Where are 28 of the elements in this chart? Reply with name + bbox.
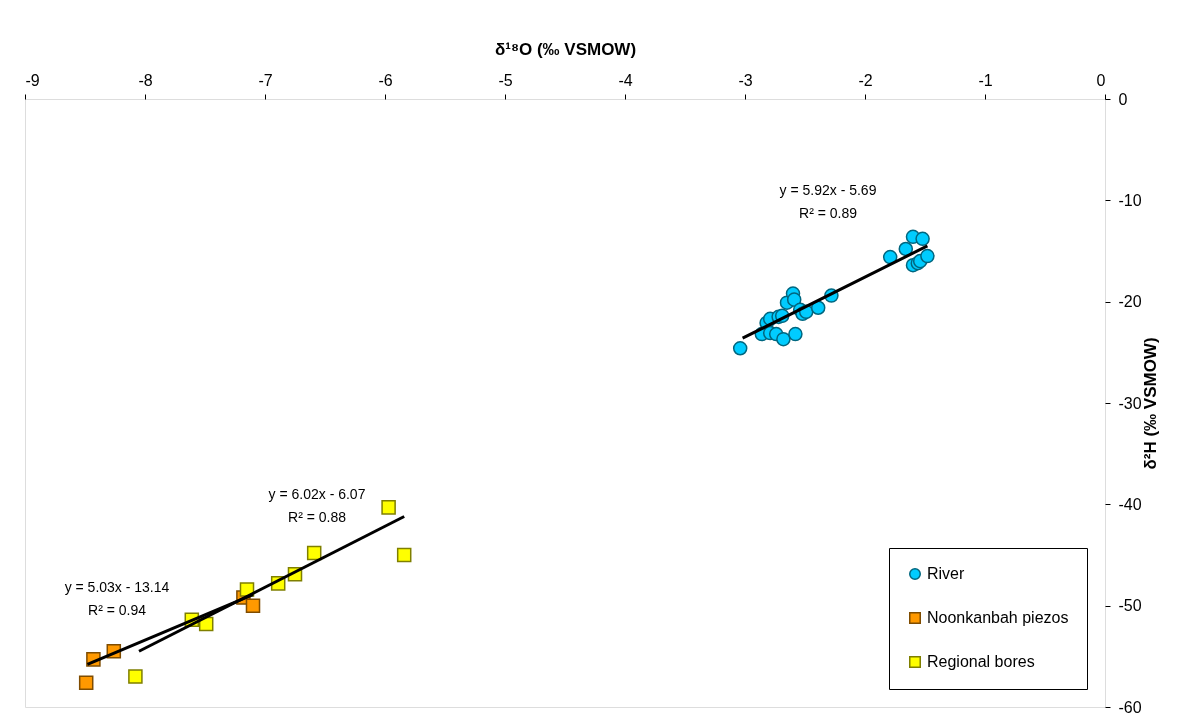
y-tick-label: 0 <box>1118 90 1128 108</box>
annotation: R² = 0.88 <box>288 509 347 525</box>
annotation: R² = 0.89 <box>799 205 858 221</box>
y-tick-label: -50 <box>1118 597 1142 615</box>
y-tick-label: -30 <box>1118 394 1142 412</box>
x-tick-label: -6 <box>378 71 393 89</box>
y-axis-title: δ²H (‰ VSMOW) <box>1140 337 1160 470</box>
y-tick-label: -60 <box>1118 698 1142 716</box>
x-tick-label: -5 <box>498 71 513 89</box>
annotation: y = 5.92x - 5.69 <box>779 182 877 198</box>
x-tick-label: -9 <box>25 71 40 89</box>
annotation: R² = 0.94 <box>88 602 147 618</box>
legend-label: Noonkanbah piezos <box>927 609 1069 626</box>
x-tick-label: -1 <box>978 71 993 89</box>
y-tick-label: -10 <box>1118 191 1142 209</box>
y-tick-label: -20 <box>1118 293 1142 311</box>
x-axis-title: δ¹⁸O (‰ VSMOW) <box>494 39 637 59</box>
x-tick-label: -8 <box>138 71 153 89</box>
legend-label: Regional bores <box>927 653 1035 670</box>
x-tick-label: -4 <box>618 71 633 89</box>
legend-label: River <box>927 565 966 582</box>
x-tick-label: -7 <box>258 71 273 89</box>
x-tick-label: 0 <box>1096 71 1106 89</box>
annotation: y = 5.03x - 13.14 <box>64 579 170 595</box>
y-tick-label: -40 <box>1118 495 1142 513</box>
annotation: y = 6.02x - 6.07 <box>268 486 366 502</box>
x-tick-label: -2 <box>858 71 873 89</box>
x-tick-label: -3 <box>738 71 753 89</box>
